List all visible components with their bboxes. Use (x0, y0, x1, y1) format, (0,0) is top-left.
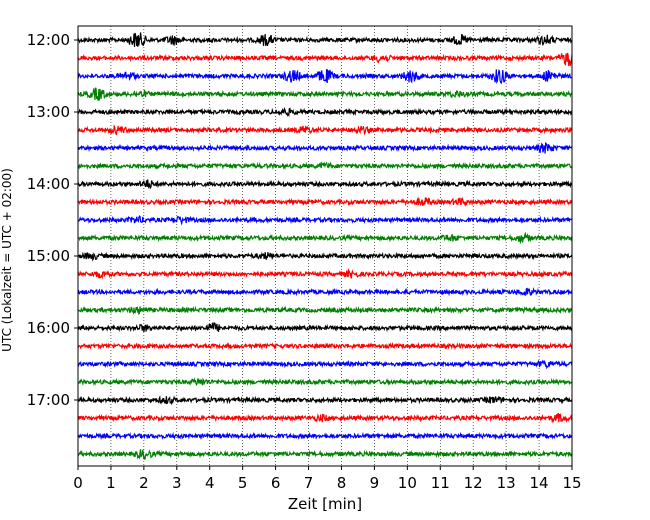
x-tick-label: 5 (238, 474, 248, 492)
x-tick-label: 2 (139, 474, 149, 492)
y-tick-label: 12:00 (27, 31, 70, 49)
plot-frame (77, 25, 573, 467)
trace-row (77, 52, 573, 67)
x-tick-label: 15 (562, 474, 581, 492)
x-tick-label: 12 (464, 474, 483, 492)
traces (77, 32, 573, 460)
trace-row (77, 124, 573, 136)
x-tick-label: 10 (398, 474, 417, 492)
x-tick-label: 8 (337, 474, 347, 492)
x-tick-label: 9 (370, 474, 380, 492)
y-tick-label: 16:00 (27, 319, 70, 337)
trace-row (77, 87, 573, 102)
x-tick-label: 7 (304, 474, 314, 492)
y-tick-label: 14:00 (27, 175, 70, 193)
x-axis-ticks: 0 1 2 3 4 5 6 7 8 9 10 11 12 13 14 15 (73, 466, 582, 492)
x-tick-label: 6 (271, 474, 281, 492)
trace-row (77, 431, 573, 441)
trace-row (77, 412, 573, 424)
trace-row (77, 322, 573, 333)
trace-row (77, 231, 573, 245)
trace-row (77, 286, 573, 297)
trace-row (77, 341, 573, 351)
trace-row (77, 68, 573, 85)
x-tick-label: 0 (73, 474, 83, 492)
x-tick-label: 14 (530, 474, 549, 492)
trace-row (77, 106, 573, 117)
trace-row (77, 251, 573, 262)
y-tick-label: 17:00 (27, 391, 70, 409)
x-tick-label: 13 (497, 474, 516, 492)
y-axis-label: UTC (Lokalzeit = UTC + 02:00) (0, 168, 14, 352)
x-tick-label: 11 (431, 474, 450, 492)
trace-row (77, 141, 573, 154)
x-tick-label: 1 (106, 474, 116, 492)
gridlines (110, 26, 540, 466)
y-axis-ticks: 12:00 13:00 14:00 15:00 16:00 17:00 (27, 31, 78, 409)
trace-row (77, 377, 573, 387)
trace-row (77, 196, 573, 207)
trace-row (77, 179, 573, 190)
y-tick-label: 13:00 (27, 103, 70, 121)
x-tick-label: 4 (205, 474, 215, 492)
trace-row (77, 32, 573, 48)
trace-row (77, 268, 573, 280)
trace-row (77, 161, 573, 171)
trace-row (77, 305, 573, 316)
trace-row (77, 449, 573, 460)
x-axis-label: Zeit [min] (288, 495, 362, 513)
trace-row (77, 359, 573, 370)
x-tick-label: 3 (172, 474, 182, 492)
trace-row (77, 395, 573, 406)
trace-row (77, 215, 573, 226)
y-tick-label: 15:00 (27, 247, 70, 265)
